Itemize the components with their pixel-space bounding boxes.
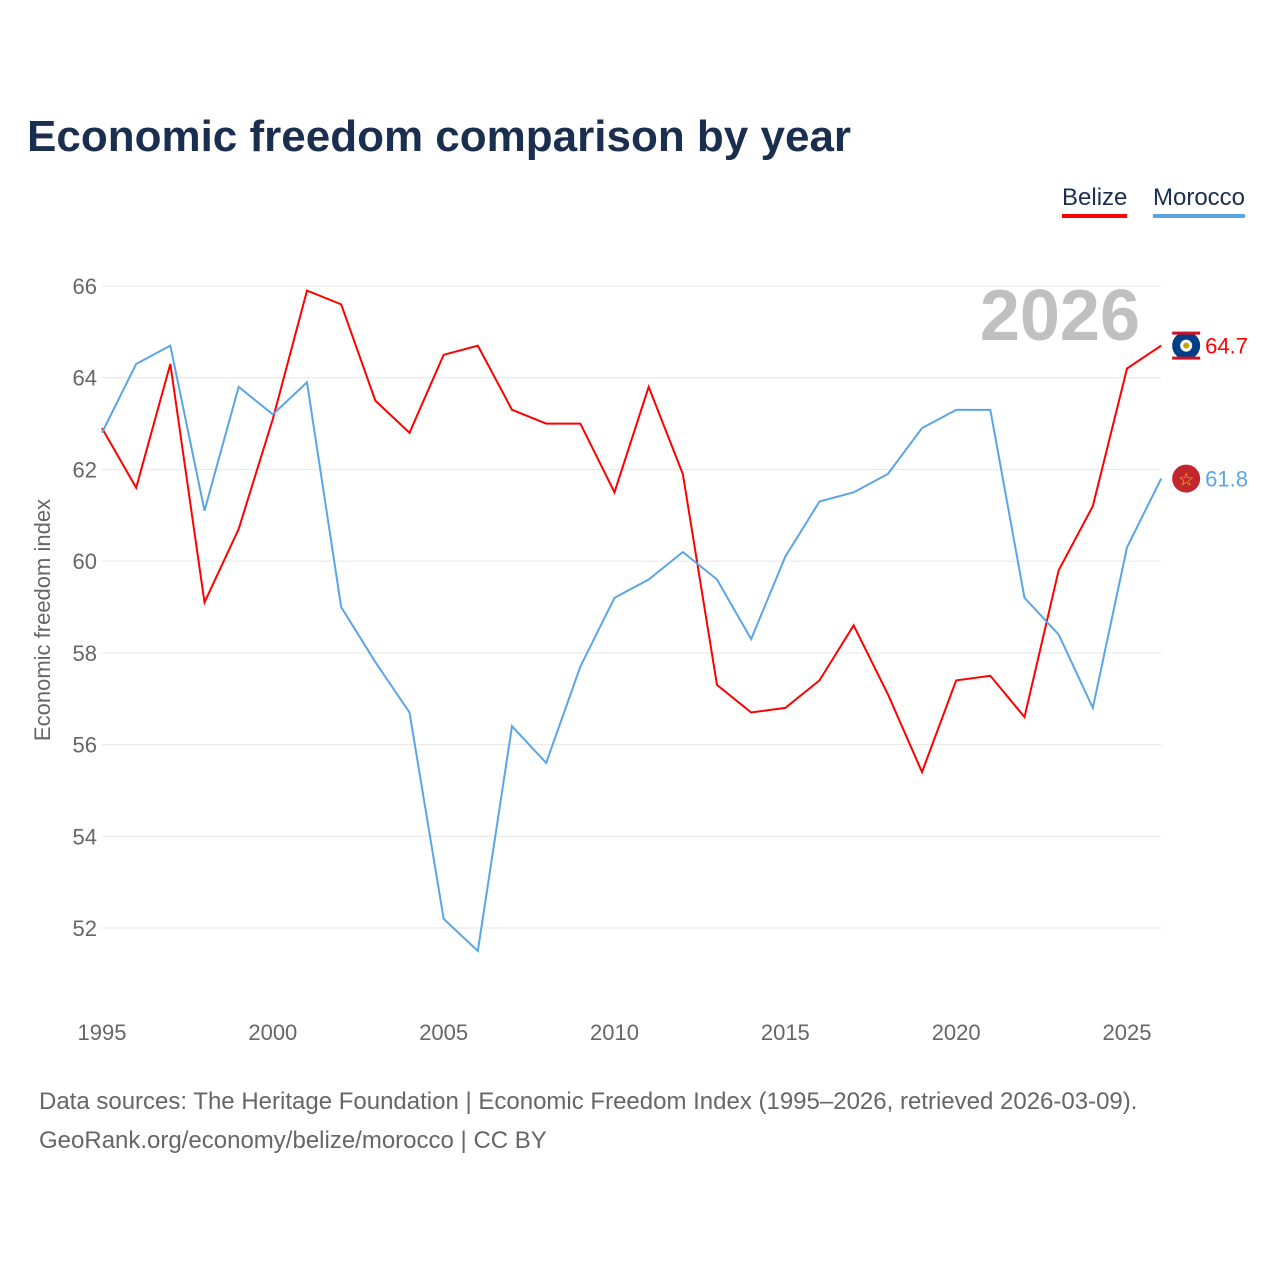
y-tick-label: 66: [73, 274, 97, 299]
x-tick-label: 2015: [761, 1020, 810, 1045]
y-axis-label: Economic freedom index: [30, 499, 55, 741]
x-tick-label: 2010: [590, 1020, 639, 1045]
svg-text:☆: ☆: [1178, 470, 1194, 490]
x-tick-label: 2025: [1103, 1020, 1152, 1045]
legend-belize[interactable]: Belize: [1062, 184, 1128, 218]
y-tick-label: 64: [73, 366, 97, 391]
year-watermark: 2026: [980, 276, 1140, 356]
series-line-belize: [101, 289, 1162, 775]
end-value-label: 64.7: [1205, 334, 1248, 359]
footer-sources: Data sources: The Heritage Foundation | …: [39, 1088, 1138, 1115]
y-tick-label: 60: [73, 549, 97, 574]
legend-morocco[interactable]: Morocco: [1153, 184, 1246, 218]
end-value-label: 61.8: [1205, 467, 1248, 492]
x-tick-label: 2005: [419, 1020, 468, 1045]
y-tick-label: 58: [73, 641, 97, 666]
y-tick-label: 54: [73, 824, 97, 849]
y-tick-label: 52: [73, 916, 97, 941]
x-tick-label: 2020: [932, 1020, 981, 1045]
chart-title: Economic freedom comparison by year: [27, 112, 852, 161]
y-tick-label: 62: [73, 457, 97, 482]
x-tick-label: 1995: [78, 1020, 127, 1045]
footer-attribution[interactable]: GeoRank.org/economy/belize/morocco | CC …: [39, 1127, 547, 1154]
series-line-morocco: [101, 344, 1163, 953]
y-tick-label: 56: [73, 733, 97, 758]
x-tick-label: 2000: [248, 1020, 297, 1045]
morocco-flag-icon: ☆: [1172, 464, 1201, 493]
belize-flag-icon: [1172, 331, 1201, 360]
